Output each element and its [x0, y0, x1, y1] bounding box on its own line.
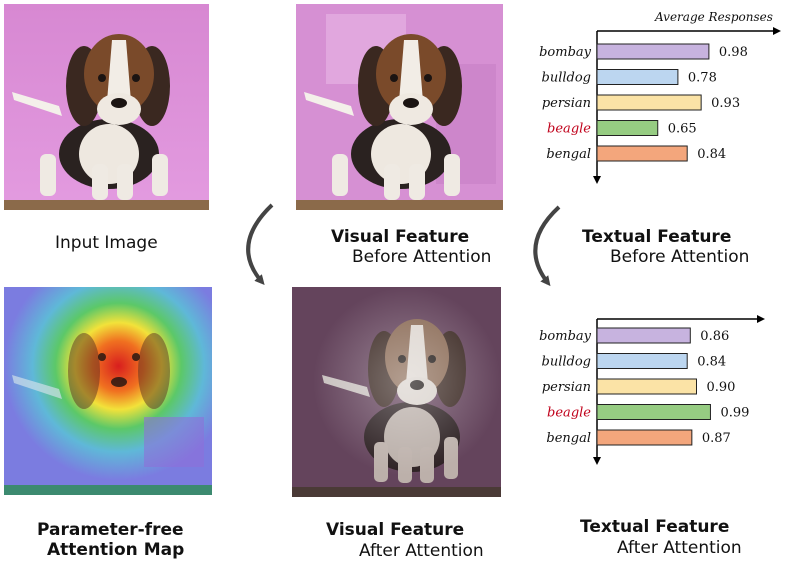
value-label-beagle: 0.99 [720, 406, 749, 421]
category-label-bombay: bombay [539, 329, 592, 344]
attention-map-title-line1: Parameter-free [37, 520, 184, 540]
attention-map-title-line2: Attention Map [47, 540, 185, 560]
arrow-attention-to-visual [246, 203, 274, 286]
bar-bengal [596, 145, 688, 162]
value-label-bengal: 0.87 [702, 431, 731, 446]
textual-before-subtitle: Before Attention [610, 247, 750, 267]
bar-persian [596, 94, 702, 111]
category-label-beagle: beagle [547, 406, 591, 421]
bar-bulldog [596, 353, 688, 369]
input-image-caption: Input Image [55, 233, 158, 253]
value-label-persian: 0.90 [707, 380, 736, 395]
bar-bulldog [596, 69, 679, 85]
visual-after-title: Visual Feature [326, 520, 465, 540]
puppy-illustration-before [296, 4, 503, 210]
category-label-bulldog: bulldog [542, 71, 591, 86]
value-label-bulldog: 0.84 [697, 355, 726, 370]
value-label-bombay: 0.86 [700, 329, 729, 344]
value-label-persian: 0.93 [711, 96, 740, 111]
y-axis-arrowhead [593, 457, 601, 465]
attention-heatmap [4, 287, 212, 495]
chart-heading: Average Responses [654, 10, 773, 24]
y-axis-arrowhead [593, 176, 601, 184]
visual-after-subtitle: After Attention [359, 541, 484, 561]
puppy-illustration-after [292, 287, 501, 497]
input-image [4, 4, 209, 210]
visual-before-subtitle: Before Attention [352, 247, 492, 267]
bar-beagle [596, 120, 659, 136]
bar-bombay [596, 43, 710, 60]
bar-bengal [596, 429, 693, 446]
visual-feature-before-image [296, 4, 503, 210]
textual-before-title: Textual Feature [582, 227, 732, 247]
arrow-textual-before-to-after [533, 205, 561, 287]
bar-beagle [596, 404, 711, 420]
bar-bombay [596, 327, 691, 344]
textual-after-subtitle: After Attention [617, 538, 742, 558]
textual-after-title: Textual Feature [580, 517, 730, 537]
value-label-bengal: 0.84 [697, 147, 726, 162]
bar-persian [596, 378, 697, 395]
textual-after-bar-chart: bombay 0.86 bulldog 0.84 persian 0.90 beagle 0.… [539, 315, 765, 465]
category-label-persian: persian [542, 96, 591, 111]
visual-before-title: Visual Feature [331, 227, 470, 247]
value-label-bulldog: 0.78 [688, 71, 717, 86]
value-label-beagle: 0.65 [668, 122, 697, 137]
category-label-bombay: bombay [539, 45, 592, 60]
category-label-beagle: beagle [547, 122, 591, 137]
textual-before-bar-chart: Average Responses bombay 0.98 bulldog 0.78 pe… [539, 10, 781, 184]
category-label-bulldog: bulldog [542, 355, 591, 370]
visual-feature-after-image [292, 287, 501, 497]
puppy-illustration [4, 4, 209, 210]
x-axis-arrowhead [773, 27, 781, 35]
attention-map-image [4, 287, 212, 495]
category-label-persian: persian [542, 380, 591, 395]
x-axis-arrowhead [757, 315, 765, 323]
category-label-bengal: bengal [546, 431, 591, 446]
category-label-bengal: bengal [546, 147, 591, 162]
value-label-bombay: 0.98 [719, 45, 748, 60]
